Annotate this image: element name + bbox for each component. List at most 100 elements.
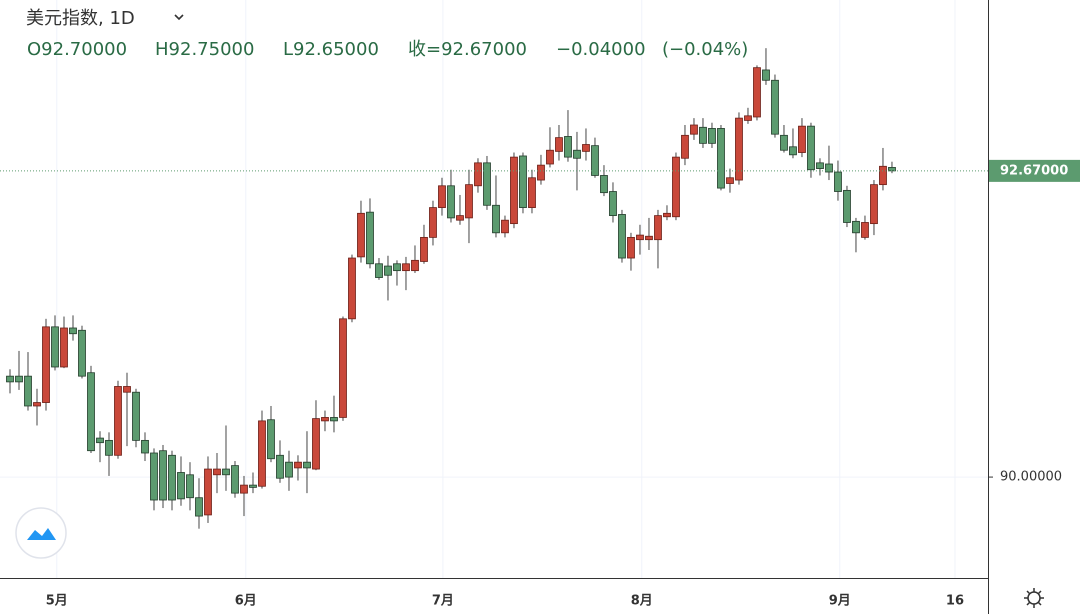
- candle-body: [465, 184, 473, 219]
- ticks: 5月 6月 7月 8月 9月 16 90.00000 92.67000: [46, 159, 1080, 609]
- candle-body: [258, 420, 266, 487]
- candle-body: [618, 214, 626, 259]
- ohlc-value: −0.04000: [556, 39, 646, 60]
- candle-body: [546, 149, 554, 165]
- candle-body: [303, 461, 311, 469]
- candle-body: [420, 236, 428, 262]
- candle-body: [780, 134, 788, 151]
- candle-body: [762, 69, 770, 81]
- candle-body: [672, 156, 680, 218]
- candle-body: [555, 137, 563, 152]
- settings-icon[interactable]: [1024, 588, 1044, 608]
- x-tick-label: 7月: [432, 594, 454, 609]
- candle-body: [96, 437, 104, 444]
- candle-body: [132, 391, 140, 441]
- candle-body: [447, 185, 455, 219]
- candle-body: [888, 167, 896, 172]
- candle-body: [654, 215, 662, 241]
- candle-body: [870, 184, 878, 225]
- candle-body: [807, 125, 815, 171]
- candle-body: [312, 418, 320, 470]
- candle-body: [366, 211, 374, 265]
- candle-body: [771, 79, 779, 135]
- candle-body: [645, 235, 653, 241]
- candle-body: [150, 452, 158, 501]
- candle-body: [114, 386, 122, 456]
- candle-body: [537, 164, 545, 181]
- candle-body: [105, 439, 113, 456]
- candle-body: [744, 115, 752, 121]
- x-tick-label: 5月: [46, 594, 68, 609]
- candle-body: [393, 263, 401, 272]
- candle-body: [159, 450, 167, 501]
- candle-body: [681, 134, 689, 159]
- candle-body: [42, 326, 50, 403]
- candle-body: [402, 263, 410, 272]
- candle-body: [753, 67, 761, 118]
- candle-body: [186, 474, 194, 499]
- ohlc-value: O92.70000: [27, 39, 127, 60]
- interval-dropdown[interactable]: [174, 14, 184, 21]
- ohlc-value: 收=92.67000: [408, 39, 527, 60]
- last-price-label: 92.67000: [1000, 163, 1068, 178]
- candle-body: [573, 149, 581, 159]
- candle-body: [15, 375, 23, 383]
- candle-body: [438, 185, 446, 208]
- candle-body: [726, 177, 734, 184]
- candle-body: [87, 372, 95, 452]
- candle-body: [33, 402, 41, 407]
- candle-body: [321, 417, 329, 422]
- candle-body: [627, 236, 635, 259]
- candle-body: [717, 128, 725, 189]
- candle-body: [51, 326, 59, 368]
- candle-body: [294, 461, 302, 469]
- candle-body: [6, 375, 14, 383]
- ohlc-legend: O92.70000 H92.75000 L92.65000 收=92.67000 −0.…: [27, 39, 748, 60]
- candle-body: [177, 472, 185, 500]
- candle-body: [843, 189, 851, 223]
- candle-body: [636, 234, 644, 241]
- candle-body: [456, 215, 464, 221]
- candle-body: [789, 146, 797, 156]
- candle-body: [600, 175, 608, 194]
- candle-body: [168, 454, 176, 501]
- candle-body: [195, 497, 203, 517]
- candle-body: [267, 419, 275, 460]
- candle-body: [24, 375, 32, 407]
- last-price-tag: [989, 159, 1080, 182]
- ohlc-value: H92.75000: [155, 39, 254, 60]
- candle-body: [879, 165, 887, 186]
- candle-body: [348, 257, 356, 320]
- x-tick-label: 6月: [235, 594, 257, 609]
- candle-body: [510, 156, 518, 225]
- candle-body: [141, 439, 149, 454]
- y-tick-label: 90.00000: [1000, 470, 1062, 485]
- candle-body: [339, 318, 347, 418]
- candle-body: [330, 417, 338, 422]
- candles: [0, 48, 988, 529]
- candle-body: [222, 468, 230, 476]
- candle-body: [582, 144, 590, 152]
- candle-body: [285, 461, 293, 478]
- chart-title: 美元指数, 1D: [26, 8, 135, 29]
- candle-body: [240, 484, 248, 494]
- candle-body: [735, 117, 743, 181]
- candle-body: [834, 171, 842, 192]
- candle-body: [798, 125, 806, 153]
- ohlc-value: L92.65000: [283, 39, 379, 60]
- candle-body: [492, 204, 500, 234]
- candle-body: [249, 484, 257, 488]
- candle-body: [708, 128, 716, 144]
- candle-body: [609, 191, 617, 217]
- candle-body: [204, 468, 212, 516]
- candle-body: [663, 212, 671, 218]
- candle-body: [825, 163, 833, 173]
- logo[interactable]: [15, 507, 67, 559]
- x-tick-label: 16: [946, 594, 964, 609]
- candle-body: [501, 219, 509, 234]
- x-tick-label: 9月: [829, 594, 851, 609]
- candle-body: [384, 265, 392, 276]
- candle-body: [60, 327, 68, 368]
- candle-body: [861, 222, 869, 238]
